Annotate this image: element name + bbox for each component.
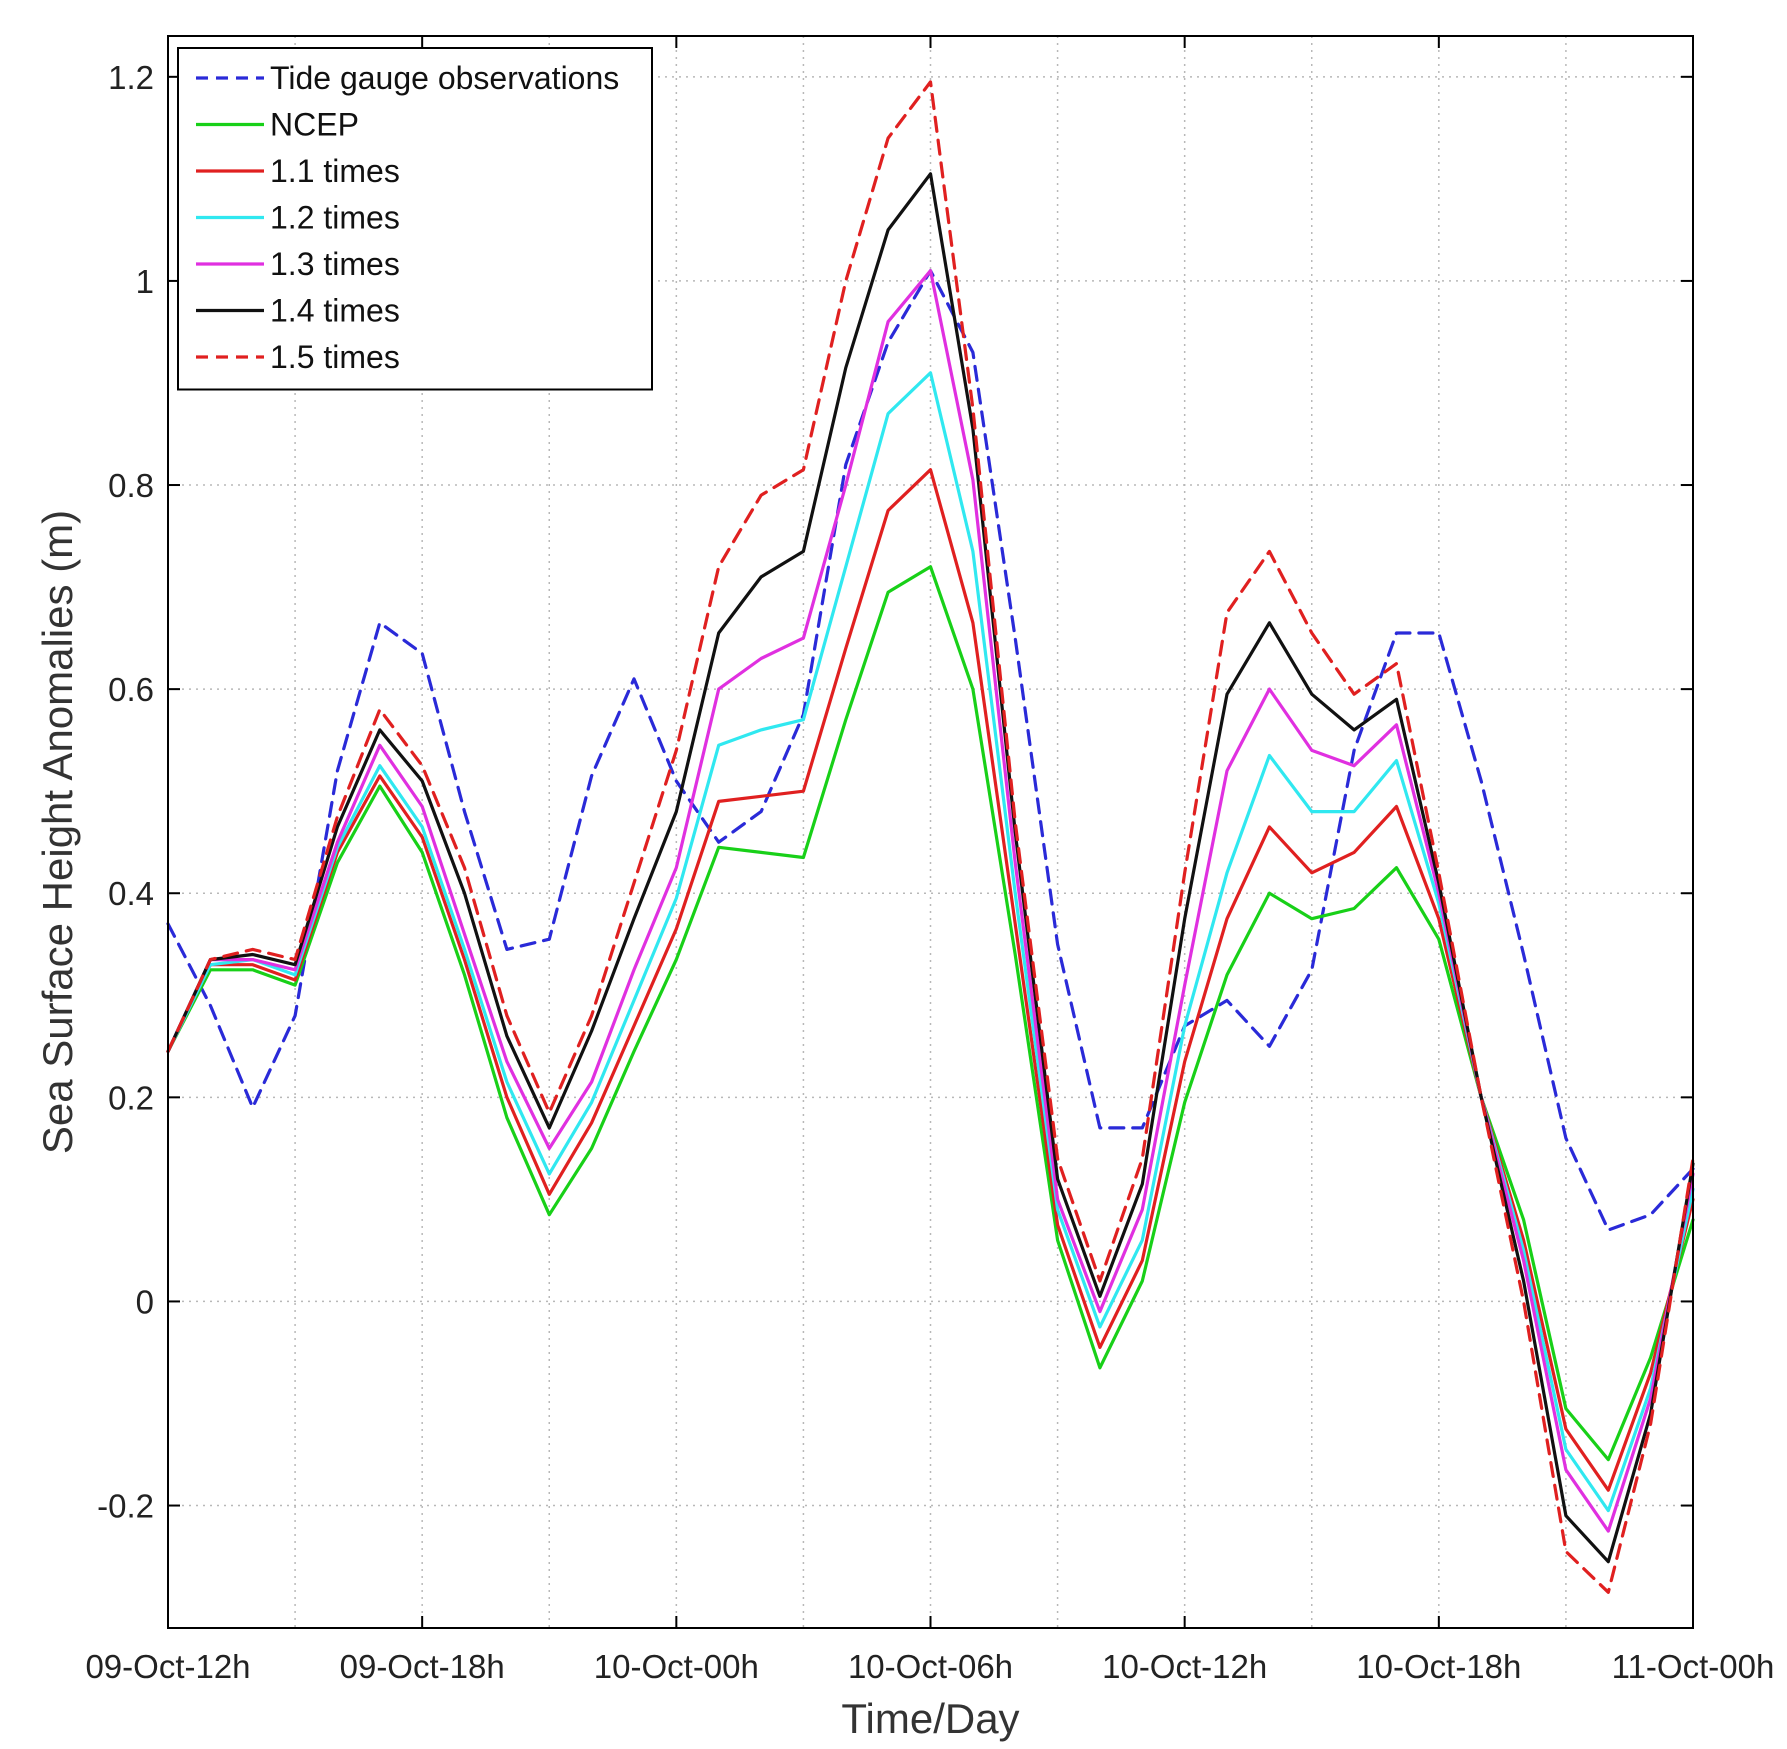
series-line-1-5-times	[166, 80, 1695, 1594]
y-tick-label: 0	[136, 1283, 154, 1320]
series-line-ncep	[166, 565, 1695, 1462]
y-tick-label: 0.6	[108, 671, 154, 708]
y-tick-label: 0.2	[108, 1079, 154, 1116]
legend-items: Tide gauge observations NCEP 1.1 times 1.2 …	[196, 60, 619, 375]
legend-item-ncep: NCEP	[196, 107, 359, 143]
y-tick-label: 0.8	[108, 467, 154, 504]
legend-label: Tide gauge observations	[270, 60, 619, 96]
x-tick-label: 10-Oct-06h	[848, 1648, 1013, 1685]
y-tick-label: 1.2	[108, 59, 154, 96]
axis-ticks	[167, 36, 1694, 1628]
y-axis-tick-labels: -0.2 0 0.2 0.4 0.6 0.8 1 1.2	[97, 59, 154, 1525]
legend-item-1-3-times: 1.3 times	[196, 246, 400, 282]
x-tick-label: 09-Oct-12h	[85, 1648, 250, 1685]
x-axis-title: Time/Day	[841, 1695, 1019, 1742]
series-line-1-3-times	[166, 269, 1695, 1533]
x-tick-label: 11-Oct-00h	[1612, 1648, 1775, 1685]
legend-label: 1.1 times	[270, 153, 400, 189]
y-axis-title: Sea Surface Height Anomalies (m)	[34, 510, 81, 1154]
x-tick-label: 10-Oct-12h	[1102, 1648, 1267, 1685]
x-tick-label: 09-Oct-18h	[340, 1648, 505, 1685]
legend: Tide gauge observations NCEP 1.1 times 1.2 …	[177, 47, 653, 391]
series-line-1-1-times	[166, 468, 1695, 1492]
x-axis-tick-labels: 09-Oct-12h 09-Oct-18h 10-Oct-00h 10-Oct-06h…	[85, 1648, 1774, 1685]
y-tick-label: 0.4	[108, 875, 154, 912]
x-tick-label: 10-Oct-18h	[1356, 1648, 1521, 1685]
legend-label: 1.3 times	[270, 246, 400, 282]
legend-item-1-2-times: 1.2 times	[196, 200, 400, 236]
series-line-1-2-times	[166, 371, 1695, 1513]
legend-item-tide-gauge-observations: Tide gauge observations	[196, 60, 619, 96]
legend-item-1-4-times: 1.4 times	[196, 293, 400, 329]
series-line-1-4-times	[166, 172, 1695, 1564]
legend-label: NCEP	[270, 107, 359, 143]
legend-item-1-5-times: 1.5 times	[196, 339, 400, 375]
x-tick-label: 10-Oct-00h	[594, 1648, 759, 1685]
legend-label: 1.5 times	[270, 339, 400, 375]
series-lines	[166, 80, 1695, 1594]
legend-label: 1.2 times	[270, 200, 400, 236]
legend-label: 1.4 times	[270, 293, 400, 329]
legend-item-1-1-times: 1.1 times	[196, 153, 400, 189]
y-tick-label: 1	[136, 263, 154, 300]
y-tick-label: -0.2	[97, 1488, 154, 1525]
